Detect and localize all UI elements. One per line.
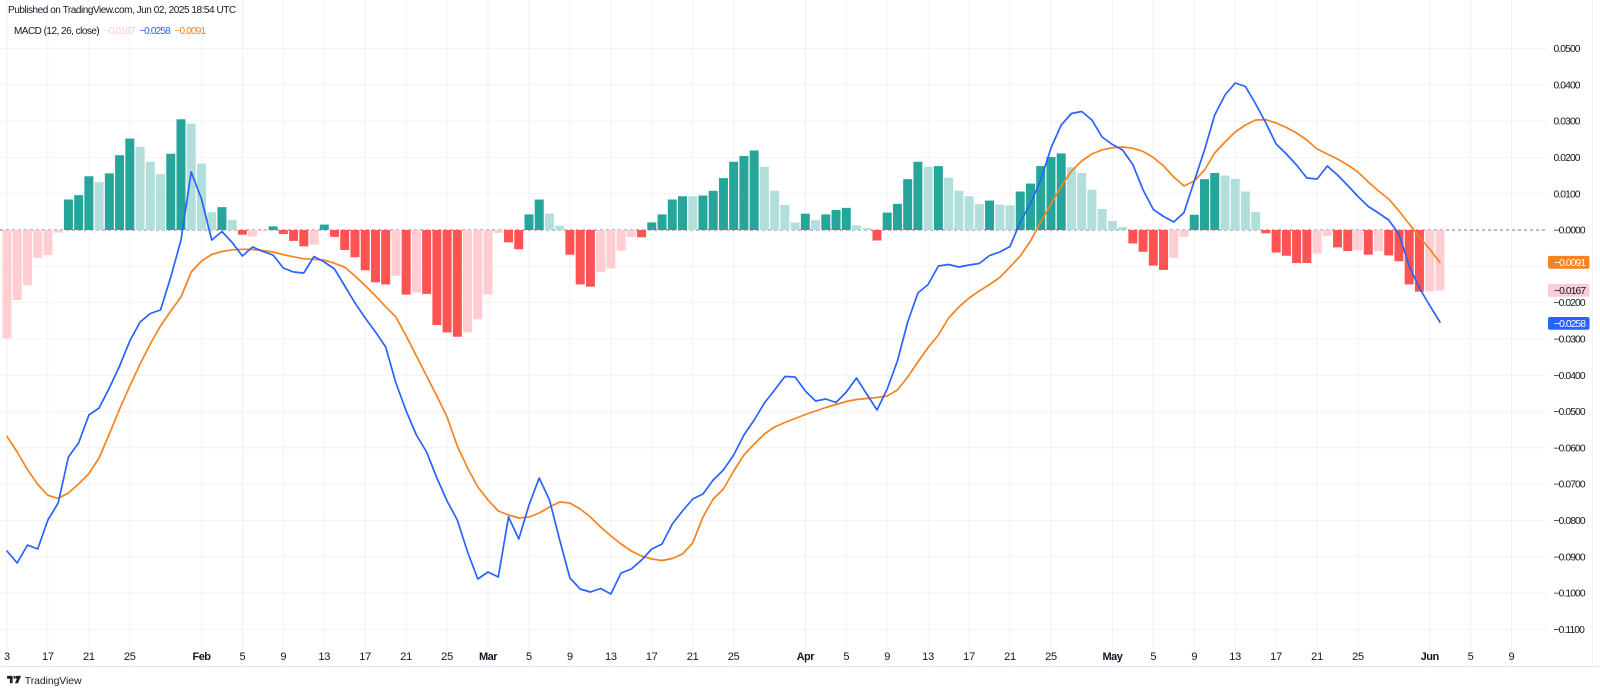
svg-text:Mar: Mar xyxy=(479,651,498,663)
svg-text:−0.0300: −0.0300 xyxy=(1554,335,1586,346)
svg-text:May: May xyxy=(1102,651,1123,663)
svg-text:5: 5 xyxy=(843,651,849,663)
svg-text:25: 25 xyxy=(124,651,136,663)
svg-text:0.0100: 0.0100 xyxy=(1554,189,1581,200)
svg-text:17: 17 xyxy=(359,651,371,663)
svg-text:9: 9 xyxy=(1509,651,1515,663)
svg-text:0.0400: 0.0400 xyxy=(1554,80,1581,91)
svg-text:21: 21 xyxy=(687,651,699,663)
svg-text:13: 13 xyxy=(1229,651,1241,663)
svg-text:5: 5 xyxy=(1150,651,1156,663)
svg-text:−0.0800: −0.0800 xyxy=(1554,516,1586,527)
svg-text:25: 25 xyxy=(441,651,453,663)
svg-text:21: 21 xyxy=(83,651,95,663)
svg-text:−0.0700: −0.0700 xyxy=(1554,480,1586,491)
svg-text:13: 13 xyxy=(605,651,617,663)
svg-text:5: 5 xyxy=(239,651,245,663)
svg-text:−0.0900: −0.0900 xyxy=(1554,552,1586,563)
svg-text:−0.0000: −0.0000 xyxy=(1554,226,1586,237)
svg-text:0.0500: 0.0500 xyxy=(1554,44,1581,55)
svg-text:−0.0167: −0.0167 xyxy=(1554,286,1586,297)
svg-text:25: 25 xyxy=(1352,651,1364,663)
svg-text:25: 25 xyxy=(1045,651,1057,663)
svg-text:3: 3 xyxy=(4,651,10,663)
svg-text:−0.0600: −0.0600 xyxy=(1554,443,1586,454)
svg-text:−0.0258: −0.0258 xyxy=(1554,319,1586,330)
svg-text:Feb: Feb xyxy=(192,651,211,663)
svg-text:17: 17 xyxy=(1270,651,1282,663)
svg-text:0.0200: 0.0200 xyxy=(1554,153,1581,164)
svg-text:−0.0200: −0.0200 xyxy=(1554,298,1586,309)
svg-text:9: 9 xyxy=(280,651,286,663)
svg-text:5: 5 xyxy=(1468,651,1474,663)
svg-text:25: 25 xyxy=(728,651,740,663)
svg-text:−0.0400: −0.0400 xyxy=(1554,371,1586,382)
svg-text:−0.0500: −0.0500 xyxy=(1554,407,1586,418)
svg-text:13: 13 xyxy=(922,651,934,663)
svg-text:Jun: Jun xyxy=(1421,651,1440,663)
svg-text:Apr: Apr xyxy=(797,651,816,663)
svg-text:−0.1100: −0.1100 xyxy=(1554,625,1586,636)
svg-text:−0.0091: −0.0091 xyxy=(1554,258,1586,269)
svg-text:TradingView: TradingView xyxy=(25,675,82,687)
svg-text:9: 9 xyxy=(567,651,573,663)
svg-text:13: 13 xyxy=(318,651,330,663)
svg-text:0.0300: 0.0300 xyxy=(1554,117,1581,128)
svg-text:9: 9 xyxy=(884,651,890,663)
svg-text:21: 21 xyxy=(1004,651,1016,663)
svg-text:−0.1000: −0.1000 xyxy=(1554,589,1586,600)
svg-text:5: 5 xyxy=(526,651,532,663)
svg-text:17: 17 xyxy=(42,651,54,663)
svg-text:21: 21 xyxy=(1311,651,1323,663)
svg-text:17: 17 xyxy=(646,651,658,663)
svg-text:17: 17 xyxy=(963,651,975,663)
svg-text:21: 21 xyxy=(400,651,412,663)
svg-text:9: 9 xyxy=(1191,651,1197,663)
